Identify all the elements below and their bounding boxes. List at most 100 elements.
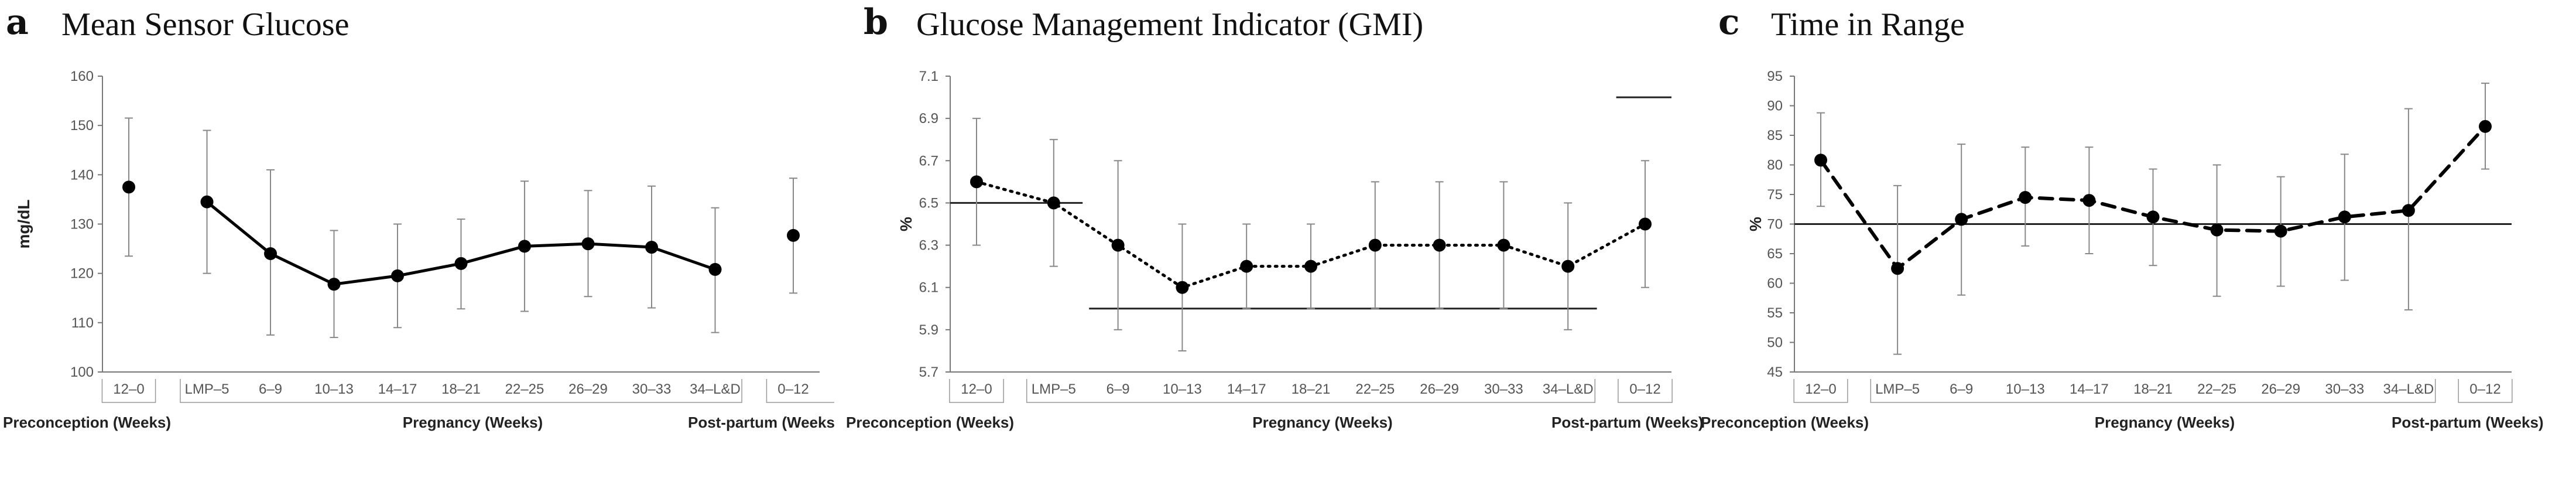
- group-label: Post-partum (Weeks): [1551, 414, 1704, 431]
- data-point: [1891, 262, 1904, 275]
- x-tick-label: 22–25: [1355, 381, 1395, 397]
- x-tick-label: 10–13: [1163, 381, 1202, 397]
- data-point: [708, 262, 722, 276]
- y-tick-label: 50: [1767, 335, 1783, 351]
- y-tick-label: 160: [70, 69, 94, 84]
- data-point: [1368, 238, 1382, 252]
- group-label: Preconception (Weeks): [1701, 414, 1869, 431]
- panel-a: a Mean Sensor Glucose 100 110 120 130 140 150 16…: [3, 2, 840, 431]
- y-tick-label: 75: [1767, 187, 1783, 203]
- data-point: [970, 175, 983, 189]
- x-tick-label: 0–12: [2469, 381, 2500, 397]
- group-bracket: [766, 379, 834, 403]
- x-tick-label: 22–25: [2197, 381, 2236, 397]
- x-tick-label: LMP–5: [1875, 381, 1920, 397]
- y-tick-label: 55: [1767, 305, 1783, 321]
- x-tick-label: 22–25: [505, 381, 544, 397]
- data-point: [1047, 196, 1060, 210]
- x-tick-label: 30–33: [2325, 381, 2364, 397]
- data-point: [2210, 223, 2224, 237]
- y-tick-label: 5.9: [919, 322, 938, 338]
- data-point: [264, 247, 277, 260]
- x-tick-label: 14–17: [378, 381, 417, 397]
- x-tick-label: 6–9: [259, 381, 282, 397]
- y-axis-label: %: [897, 217, 915, 231]
- x-tick-label: 34–L&D: [1543, 381, 1594, 397]
- y-tick-label: 6.7: [919, 153, 938, 169]
- group-label: Preconception (Weeks): [846, 414, 1014, 431]
- data-point: [2019, 191, 2032, 204]
- y-tick-label: 140: [70, 167, 94, 183]
- y-tick-label: 45: [1767, 364, 1783, 380]
- data-point: [1176, 281, 1189, 294]
- group-bracket: [1026, 379, 1596, 403]
- x-tick-label: 6–9: [1950, 381, 1973, 397]
- data-point: [1561, 260, 1575, 273]
- y-tick-label: 80: [1767, 158, 1783, 173]
- data-point: [454, 257, 468, 270]
- y-tick-label: 60: [1767, 276, 1783, 292]
- panel-letter: b: [864, 2, 888, 43]
- x-tick-label: 34–L&D: [690, 381, 741, 397]
- data-point: [327, 278, 341, 291]
- x-tick-label: 26–29: [568, 381, 608, 397]
- data-point: [581, 237, 595, 251]
- x-tick-label: 30–33: [632, 381, 672, 397]
- chart-title: Mean Sensor Glucose: [61, 6, 349, 43]
- data-point: [122, 180, 135, 194]
- y-tick-label: 100: [70, 364, 94, 380]
- data-point: [2479, 120, 2492, 133]
- x-tick-label: 0–12: [1629, 381, 1660, 397]
- data-point: [2338, 210, 2351, 224]
- y-tick-label: 110: [71, 315, 94, 331]
- group-bracket: [101, 379, 156, 403]
- group-label: Pregnancy (Weeks): [1252, 414, 1392, 431]
- x-tick-label: 18–21: [1292, 381, 1331, 397]
- x-tick-label: 12–0: [113, 381, 144, 397]
- panel-letter: c: [1718, 2, 1740, 43]
- x-tick-label: 26–29: [2261, 381, 2300, 397]
- chart-title: Glucose Management Indicator (GMI): [916, 6, 1423, 43]
- data-point: [787, 228, 800, 242]
- data-point: [2402, 204, 2415, 217]
- data-point: [1639, 217, 1652, 231]
- x-tick-label: 10–13: [2006, 381, 2045, 397]
- data-point: [1814, 153, 1827, 167]
- y-axis-label: mg/dL: [15, 200, 33, 249]
- group-bracket: [180, 379, 742, 403]
- x-tick-label: LMP–5: [184, 381, 229, 397]
- y-tick-label: 6.9: [919, 111, 938, 127]
- group-label: Pregnancy (Weeks): [2095, 414, 2235, 431]
- data-point: [200, 195, 214, 209]
- x-tick-label: 34–L&D: [2383, 381, 2434, 397]
- y-axis-label: %: [1746, 217, 1765, 231]
- data-point: [1111, 238, 1125, 252]
- x-tick-label: LMP–5: [1032, 381, 1076, 397]
- x-tick-label: 12–0: [1805, 381, 1836, 397]
- data-point: [1955, 213, 1968, 226]
- group-label: Post-partum (Weeks): [2392, 414, 2544, 431]
- group-bracket: [949, 379, 1004, 403]
- group-bracket: [2458, 379, 2513, 403]
- data-point: [1433, 238, 1446, 252]
- x-tick-label: 6–9: [1107, 381, 1130, 397]
- data-point: [1240, 260, 1253, 273]
- y-tick-label: 6.5: [919, 195, 938, 211]
- y-tick-label: 95: [1767, 69, 1783, 84]
- panel-c: c Time in Range 45 50 55 60 65 70 75 80 85 90 95% 12–…: [1701, 2, 2544, 431]
- group-label: Preconception (Weeks): [3, 414, 171, 431]
- group-bracket: [1793, 379, 1848, 403]
- x-tick-label: 26–29: [1420, 381, 1459, 397]
- group-label: Post-partum (Weeks): [688, 414, 840, 431]
- y-tick-label: 85: [1767, 128, 1783, 144]
- data-point: [391, 269, 404, 282]
- y-tick-label: 7.1: [919, 69, 938, 84]
- y-tick-label: 70: [1767, 217, 1783, 233]
- group-bracket: [1870, 379, 2436, 403]
- data-point: [645, 241, 658, 254]
- data-point: [2274, 224, 2287, 238]
- x-tick-label: 18–21: [441, 381, 481, 397]
- y-tick-label: 65: [1767, 246, 1783, 262]
- y-tick-label: 90: [1767, 98, 1783, 114]
- x-tick-label: 10–13: [314, 381, 354, 397]
